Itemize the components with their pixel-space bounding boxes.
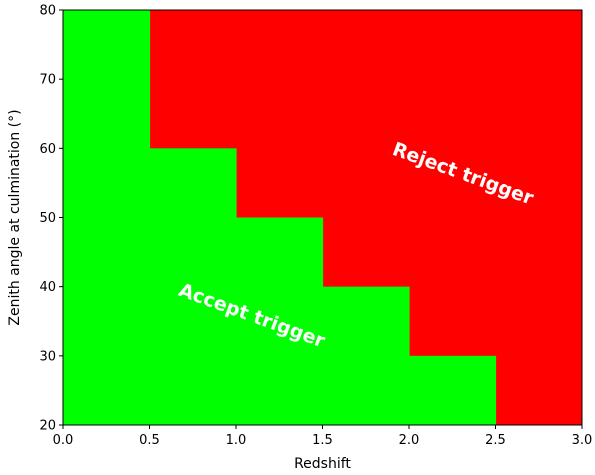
x-axis-ticks: 0.0 0.5 1.0 1.5 2.0 2.5 3.0 (53, 425, 593, 448)
plot-regions (63, 10, 582, 426)
y-tick-label: 50 (39, 211, 56, 226)
y-tick-label: 80 (39, 4, 56, 19)
x-tick-label: 2.5 (485, 433, 506, 448)
y-axis-ticks: 20 30 40 50 60 70 80 (39, 4, 63, 434)
y-tick-label: 60 (39, 142, 56, 157)
x-tick-label: 0.0 (53, 433, 74, 448)
y-tick-label: 70 (39, 73, 56, 88)
x-axis-label: Redshift (294, 456, 351, 472)
x-tick-label: 3.0 (572, 433, 593, 448)
y-tick-label: 20 (39, 419, 56, 434)
accept-region-step-3 (322, 286, 410, 425)
x-tick-label: 1.0 (226, 433, 247, 448)
x-tick-label: 2.0 (399, 433, 420, 448)
x-tick-label: 0.5 (139, 433, 160, 448)
accept-region-step-1 (149, 148, 237, 426)
accept-region-step-4 (409, 355, 497, 425)
y-tick-label: 40 (39, 280, 56, 295)
y-tick-label: 30 (39, 349, 56, 364)
accept-region-step-2 (236, 217, 324, 425)
x-tick-label: 1.5 (312, 433, 333, 448)
accept-region-step-0 (63, 10, 151, 425)
y-axis-label: Zenith angle at culmination (°) (7, 109, 23, 325)
